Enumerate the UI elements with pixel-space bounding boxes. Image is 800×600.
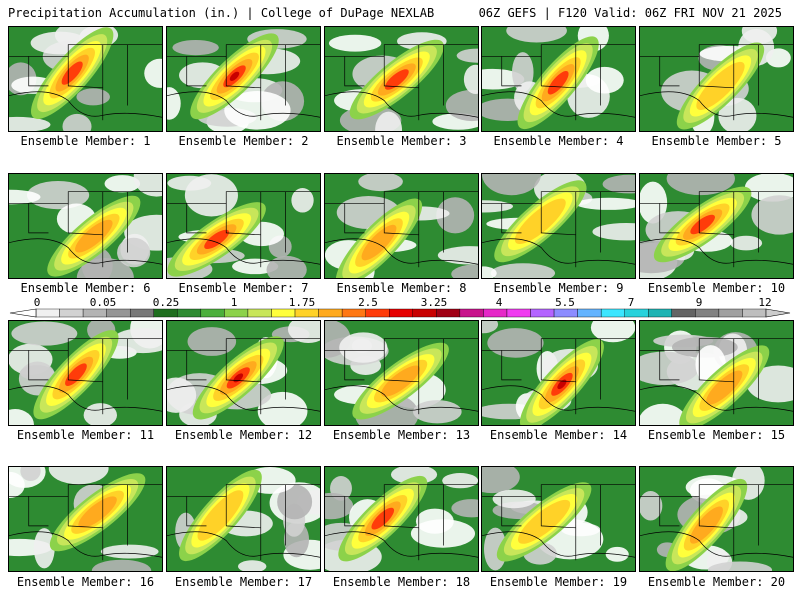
colorbar-segment bbox=[648, 308, 673, 318]
ensemble-member-map bbox=[639, 466, 794, 572]
colorbar-segment bbox=[200, 308, 225, 318]
colorbar-arrow bbox=[9, 308, 37, 318]
colorbar bbox=[9, 308, 791, 318]
colorbar-tick-label: 2.5 bbox=[358, 296, 378, 309]
ensemble-member-label: Ensemble Member: 10 bbox=[647, 281, 786, 295]
colorbar-segment bbox=[35, 308, 60, 318]
colorbar-segment bbox=[153, 308, 178, 318]
ensemble-member-label: Ensemble Member: 16 bbox=[16, 575, 155, 589]
colorbar-segment bbox=[129, 308, 154, 318]
colorbar-tick-label: 3.25 bbox=[420, 296, 448, 309]
colorbar-segment bbox=[624, 308, 649, 318]
ensemble-member-label: Ensemble Member: 9 bbox=[493, 281, 624, 295]
ensemble-member-map bbox=[324, 26, 479, 132]
colorbar-segment bbox=[389, 308, 413, 318]
ensemble-member-map bbox=[166, 173, 321, 279]
colorbar-segment bbox=[436, 308, 461, 318]
colorbar-segment bbox=[577, 308, 602, 318]
colorbar-segment bbox=[671, 308, 696, 318]
ensemble-member-map bbox=[8, 466, 163, 572]
ensemble-member-label: Ensemble Member: 2 bbox=[178, 134, 309, 148]
ensemble-member-map bbox=[166, 466, 321, 572]
colorbar-segment bbox=[553, 308, 578, 318]
run-valid-time: 06Z GEFS | F120 Valid: 06Z FRI NOV 21 20… bbox=[478, 6, 782, 20]
ensemble-member-label: Ensemble Member: 7 bbox=[178, 281, 309, 295]
map-title: Precipitation Accumulation (in.) | Colle… bbox=[8, 6, 435, 20]
ensemble-member-map bbox=[8, 173, 163, 279]
ensemble-member-map bbox=[166, 320, 321, 426]
ensemble-member-map bbox=[639, 320, 794, 426]
ensemble-member-map bbox=[481, 26, 636, 132]
ensemble-member-label: Ensemble Member: 11 bbox=[16, 428, 155, 442]
colorbar-segment bbox=[177, 308, 202, 318]
colorbar-segment bbox=[59, 308, 84, 318]
colorbar-tick-label: 4 bbox=[495, 296, 503, 309]
colorbar-tick-label: 1 bbox=[230, 296, 238, 309]
colorbar-segment bbox=[271, 308, 296, 318]
colorbar-segment bbox=[412, 308, 437, 318]
ensemble-member-label: Ensemble Member: 4 bbox=[493, 134, 624, 148]
colorbar-segment bbox=[365, 308, 390, 318]
ensemble-member-label: Ensemble Member: 15 bbox=[647, 428, 786, 442]
colorbar-segment bbox=[530, 308, 555, 318]
ensemble-member-label: Ensemble Member: 8 bbox=[336, 281, 467, 295]
colorbar-segment bbox=[247, 308, 272, 318]
ensemble-member-map bbox=[324, 320, 479, 426]
ensemble-member-map bbox=[639, 26, 794, 132]
ensemble-member-label: Ensemble Member: 20 bbox=[647, 575, 786, 589]
ensemble-member-label: Ensemble Member: 6 bbox=[20, 281, 151, 295]
ensemble-member-label: Ensemble Member: 3 bbox=[336, 134, 467, 148]
ensemble-member-label: Ensemble Member: 14 bbox=[489, 428, 628, 442]
ensemble-member-label: Ensemble Member: 12 bbox=[174, 428, 313, 442]
ensemble-member-map bbox=[481, 466, 636, 572]
colorbar-segment bbox=[506, 308, 531, 318]
colorbar-tick-label: 0.05 bbox=[89, 296, 117, 309]
ensemble-member-map bbox=[8, 26, 163, 132]
colorbar-segment bbox=[294, 308, 319, 318]
colorbar-tick-label: 0.25 bbox=[152, 296, 180, 309]
colorbar-segment bbox=[82, 308, 107, 318]
colorbar-segment bbox=[742, 308, 767, 318]
colorbar-tick-label: 9 bbox=[695, 296, 703, 309]
ensemble-member-label: Ensemble Member: 5 bbox=[651, 134, 782, 148]
colorbar-segment bbox=[718, 308, 743, 318]
colorbar-tick-label: 5.5 bbox=[555, 296, 575, 309]
ensemble-member-label: Ensemble Member: 19 bbox=[489, 575, 628, 589]
ensemble-member-map bbox=[481, 320, 636, 426]
ensemble-member-label: Ensemble Member: 1 bbox=[20, 134, 151, 148]
colorbar-segment bbox=[341, 308, 366, 318]
colorbar-segment bbox=[318, 308, 343, 318]
ensemble-member-label: Ensemble Member: 17 bbox=[174, 575, 313, 589]
ensemble-member-label: Ensemble Member: 18 bbox=[332, 575, 471, 589]
ensemble-member-map bbox=[8, 320, 163, 426]
ensemble-member-map bbox=[481, 173, 636, 279]
colorbar-tick-label: 12 bbox=[758, 296, 772, 309]
colorbar-arrow bbox=[765, 308, 791, 318]
ensemble-member-map bbox=[639, 173, 794, 279]
ensemble-member-map bbox=[324, 173, 479, 279]
colorbar-segment bbox=[600, 308, 625, 318]
ensemble-member-map bbox=[166, 26, 321, 132]
ensemble-member-map bbox=[324, 466, 479, 572]
colorbar-segment bbox=[483, 308, 508, 318]
colorbar-segment bbox=[695, 308, 720, 318]
colorbar-tick-label: 0 bbox=[33, 296, 41, 309]
colorbar-segment bbox=[106, 308, 131, 318]
colorbar-segment bbox=[224, 308, 249, 318]
colorbar-tick-label: 1.75 bbox=[288, 296, 316, 309]
colorbar-tick-label: 7 bbox=[627, 296, 635, 309]
ensemble-member-label: Ensemble Member: 13 bbox=[332, 428, 471, 442]
colorbar-segment bbox=[459, 308, 484, 318]
